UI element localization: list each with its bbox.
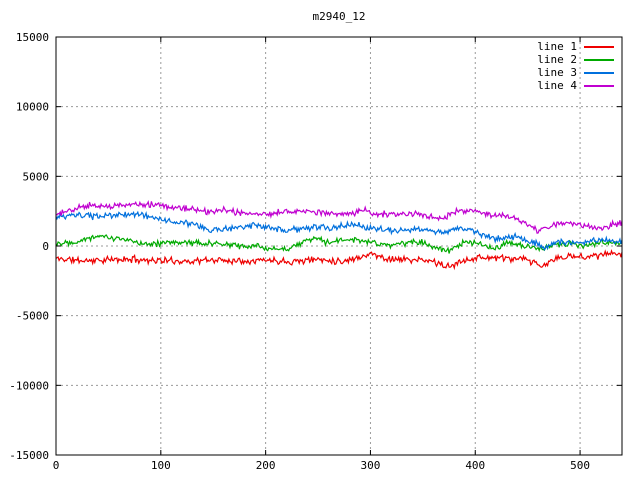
series-line-3 bbox=[55, 210, 623, 252]
y-tick-label: -10000 bbox=[9, 379, 49, 392]
y-tick-label: 5000 bbox=[23, 170, 50, 183]
legend-label-line-1: line 1 bbox=[537, 40, 577, 53]
x-tick-label: 200 bbox=[256, 459, 276, 472]
legend-item-line-2: line 2 bbox=[470, 53, 614, 66]
legend-line-sample-blue bbox=[584, 71, 614, 74]
legend-line-sample-magenta bbox=[584, 84, 614, 87]
x-tick-label: 300 bbox=[361, 459, 381, 472]
legend-item-line-4: line 4 bbox=[470, 79, 614, 92]
series-line-4 bbox=[55, 200, 623, 234]
x-tick-label: 0 bbox=[53, 459, 60, 472]
legend-item-line-3: line 3 bbox=[470, 66, 614, 79]
y-tick-label: -15000 bbox=[9, 449, 49, 462]
legend-line-sample-green bbox=[584, 58, 614, 61]
x-tick-label: 100 bbox=[151, 459, 171, 472]
series-line-1 bbox=[55, 248, 623, 271]
series-line-2 bbox=[55, 234, 623, 254]
y-tick-label: 10000 bbox=[16, 101, 49, 114]
legend-label-line-4: line 4 bbox=[537, 79, 577, 92]
y-tick-label: 0 bbox=[42, 240, 49, 253]
legend-label-line-3: line 3 bbox=[537, 66, 577, 79]
legend-line-sample-red bbox=[584, 45, 614, 48]
legend-item-line-1: line 1 bbox=[470, 40, 614, 53]
x-tick-label: 400 bbox=[465, 459, 485, 472]
legend-label-line-2: line 2 bbox=[537, 53, 577, 66]
y-tick-label: 15000 bbox=[16, 31, 49, 44]
chart-title: m2940_12 bbox=[312, 10, 366, 23]
y-tick-label: -5000 bbox=[16, 310, 49, 323]
legend: line 1 line 2 line 3 line 4 bbox=[470, 40, 614, 92]
x-tick-label: 500 bbox=[570, 459, 590, 472]
